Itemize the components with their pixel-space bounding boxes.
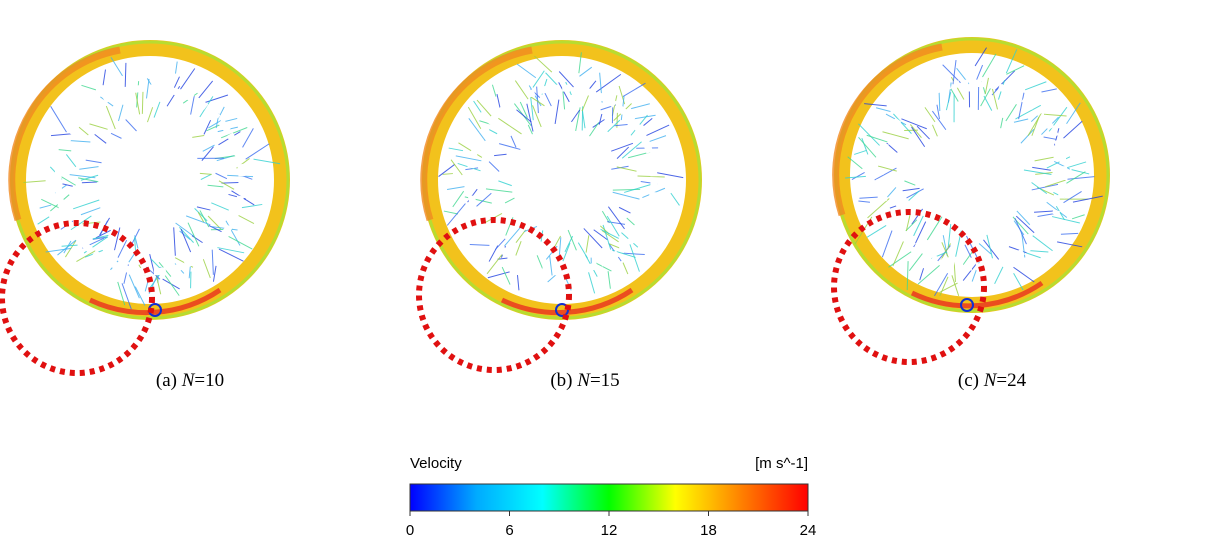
colorbar bbox=[410, 484, 808, 511]
hub bbox=[924, 127, 1020, 223]
hub bbox=[514, 132, 610, 228]
colorbar-unit: [m s^-1] bbox=[755, 455, 808, 472]
streamline bbox=[613, 189, 640, 190]
colorbar-ticks: 0 6 12 18 24 bbox=[406, 511, 817, 539]
streamline bbox=[125, 63, 126, 87]
colorbar-tick-label: 6 bbox=[505, 522, 513, 539]
colorbar-tick-label: 0 bbox=[406, 522, 414, 539]
caption: (c) N=24 bbox=[958, 370, 1027, 391]
hub bbox=[102, 132, 198, 228]
streamline-plot bbox=[419, 42, 700, 370]
caption: (a) N=10 bbox=[156, 370, 224, 391]
colorbar-tick-label: 24 bbox=[800, 522, 817, 539]
streamline-plot bbox=[834, 39, 1108, 362]
panels bbox=[2, 39, 1108, 373]
colorbar-tick-label: 18 bbox=[700, 522, 717, 539]
caption: (b) N=15 bbox=[550, 370, 619, 391]
colorbar-tick-label: 12 bbox=[601, 522, 618, 539]
colorbar-title: Velocity bbox=[410, 455, 462, 472]
figure: (a) N=10 (b) N=15 (c) N=24 Velocity [m s… bbox=[0, 0, 1207, 541]
streamline-plot bbox=[2, 42, 288, 373]
